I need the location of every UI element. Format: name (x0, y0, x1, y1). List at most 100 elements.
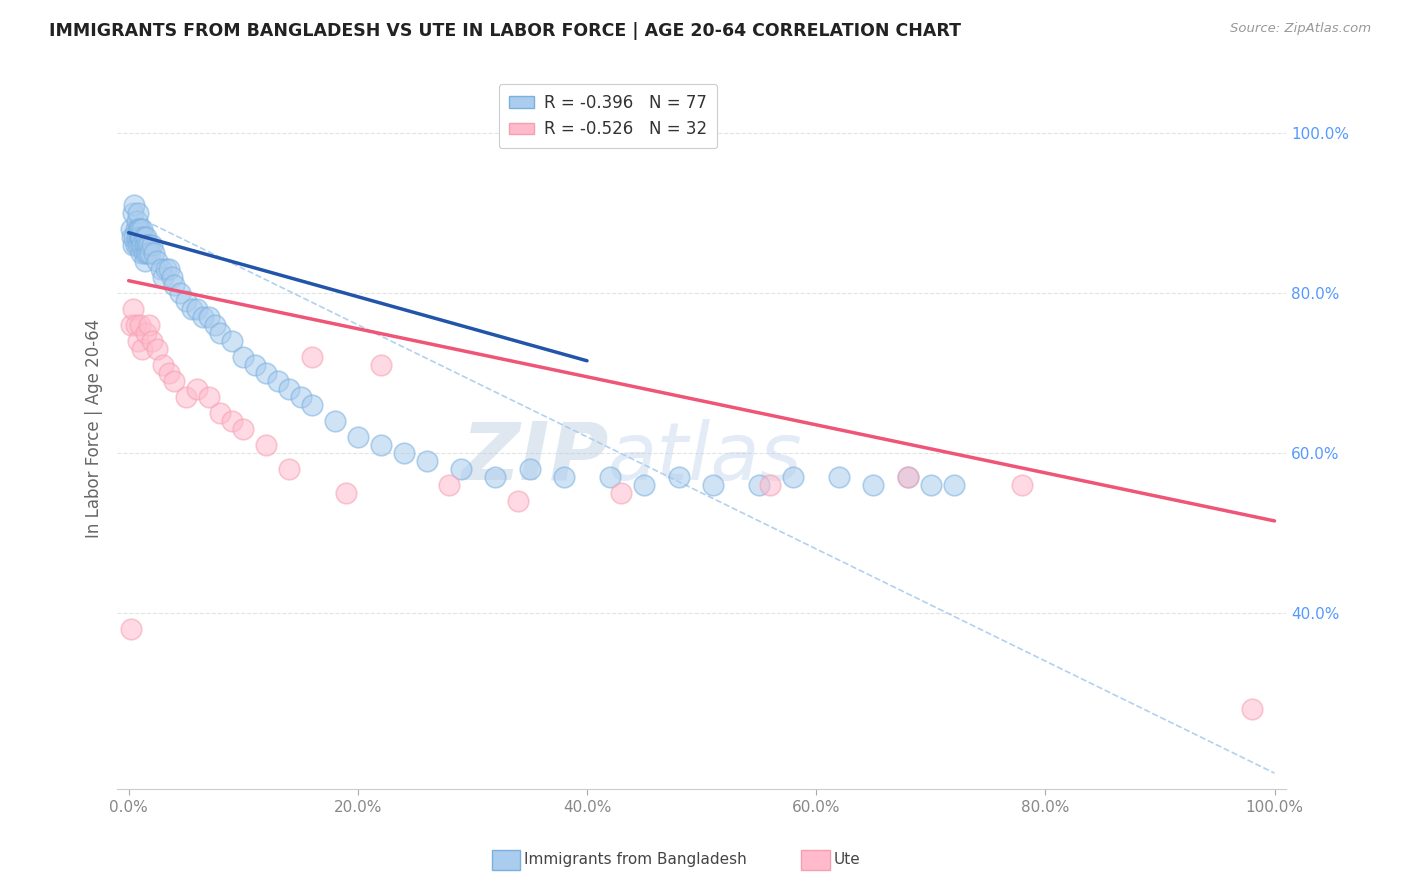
Point (120, 221, 142, 235)
Point (415, 454, 437, 468)
Point (897, 470, 920, 484)
Point (370, 438, 392, 452)
Point (135, 245, 157, 260)
Point (122, 301, 145, 316)
Point (508, 494, 530, 508)
Point (748, 478, 770, 492)
Point (301, 350, 323, 364)
Text: atlas: atlas (607, 418, 803, 497)
Point (346, 430, 368, 444)
Point (136, 245, 159, 260)
Point (254, 366, 277, 380)
Point (120, 622, 142, 636)
Point (163, 277, 186, 292)
Point (862, 478, 884, 492)
Point (484, 470, 506, 484)
Point (134, 253, 156, 268)
Point (897, 470, 920, 484)
Point (392, 446, 415, 460)
Point (266, 374, 288, 388)
Point (128, 229, 150, 244)
Point (138, 237, 160, 252)
Point (129, 221, 152, 235)
Point (759, 478, 782, 492)
Point (232, 350, 254, 364)
Point (782, 470, 804, 484)
Point (254, 438, 277, 452)
Point (243, 358, 266, 372)
Point (139, 245, 162, 260)
Point (599, 470, 621, 484)
Point (198, 390, 221, 404)
Point (146, 253, 169, 268)
Point (131, 221, 153, 235)
Point (135, 326, 157, 340)
Point (131, 342, 153, 356)
Point (138, 318, 160, 332)
Text: ZIP: ZIP (461, 418, 607, 497)
Point (278, 382, 301, 396)
Point (174, 293, 197, 308)
Point (132, 229, 155, 244)
Point (127, 334, 149, 348)
Point (136, 237, 159, 252)
Point (152, 358, 174, 372)
Point (221, 414, 243, 428)
Text: IMMIGRANTS FROM BANGLADESH VS UTE IN LABOR FORCE | AGE 20-64 CORRELATION CHART: IMMIGRANTS FROM BANGLADESH VS UTE IN LAB… (49, 22, 962, 40)
Point (186, 301, 208, 316)
Point (124, 318, 146, 332)
Text: Immigrants from Bangladesh: Immigrants from Bangladesh (524, 853, 747, 867)
Point (128, 221, 150, 235)
Point (120, 318, 142, 332)
Point (129, 229, 152, 244)
Point (204, 318, 226, 332)
Point (129, 318, 152, 332)
Point (149, 261, 172, 276)
Point (290, 390, 312, 404)
Point (125, 213, 148, 227)
Point (157, 261, 180, 276)
Point (160, 269, 183, 284)
Point (157, 366, 180, 380)
Point (450, 462, 472, 476)
Text: Ute: Ute (834, 853, 860, 867)
Point (702, 478, 724, 492)
Point (180, 301, 202, 316)
Point (232, 422, 254, 436)
Point (124, 237, 146, 252)
Point (129, 245, 152, 260)
Point (124, 197, 146, 211)
Point (125, 229, 148, 244)
Point (610, 486, 633, 500)
Point (1011, 478, 1033, 492)
Point (135, 229, 157, 244)
Point (163, 374, 186, 388)
Point (370, 358, 392, 372)
Point (942, 478, 965, 492)
Point (335, 486, 357, 500)
Point (122, 205, 145, 219)
Point (127, 237, 149, 252)
Point (127, 221, 149, 235)
Point (553, 470, 575, 484)
Point (169, 285, 191, 300)
Point (209, 406, 232, 420)
Point (124, 221, 146, 235)
Point (186, 382, 208, 396)
Point (122, 237, 145, 252)
Point (668, 470, 690, 484)
Point (1240, 702, 1263, 716)
Point (134, 237, 156, 252)
Point (141, 237, 163, 252)
Point (221, 334, 243, 348)
Y-axis label: In Labor Force | Age 20-64: In Labor Force | Age 20-64 (86, 319, 103, 539)
Point (828, 470, 851, 484)
Point (142, 245, 165, 260)
Point (141, 334, 163, 348)
Point (124, 229, 146, 244)
Point (121, 229, 143, 244)
Point (174, 390, 197, 404)
Legend: R = -0.396   N = 77, R = -0.526   N = 32: R = -0.396 N = 77, R = -0.526 N = 32 (499, 84, 717, 148)
Point (519, 462, 541, 476)
Point (198, 310, 221, 324)
